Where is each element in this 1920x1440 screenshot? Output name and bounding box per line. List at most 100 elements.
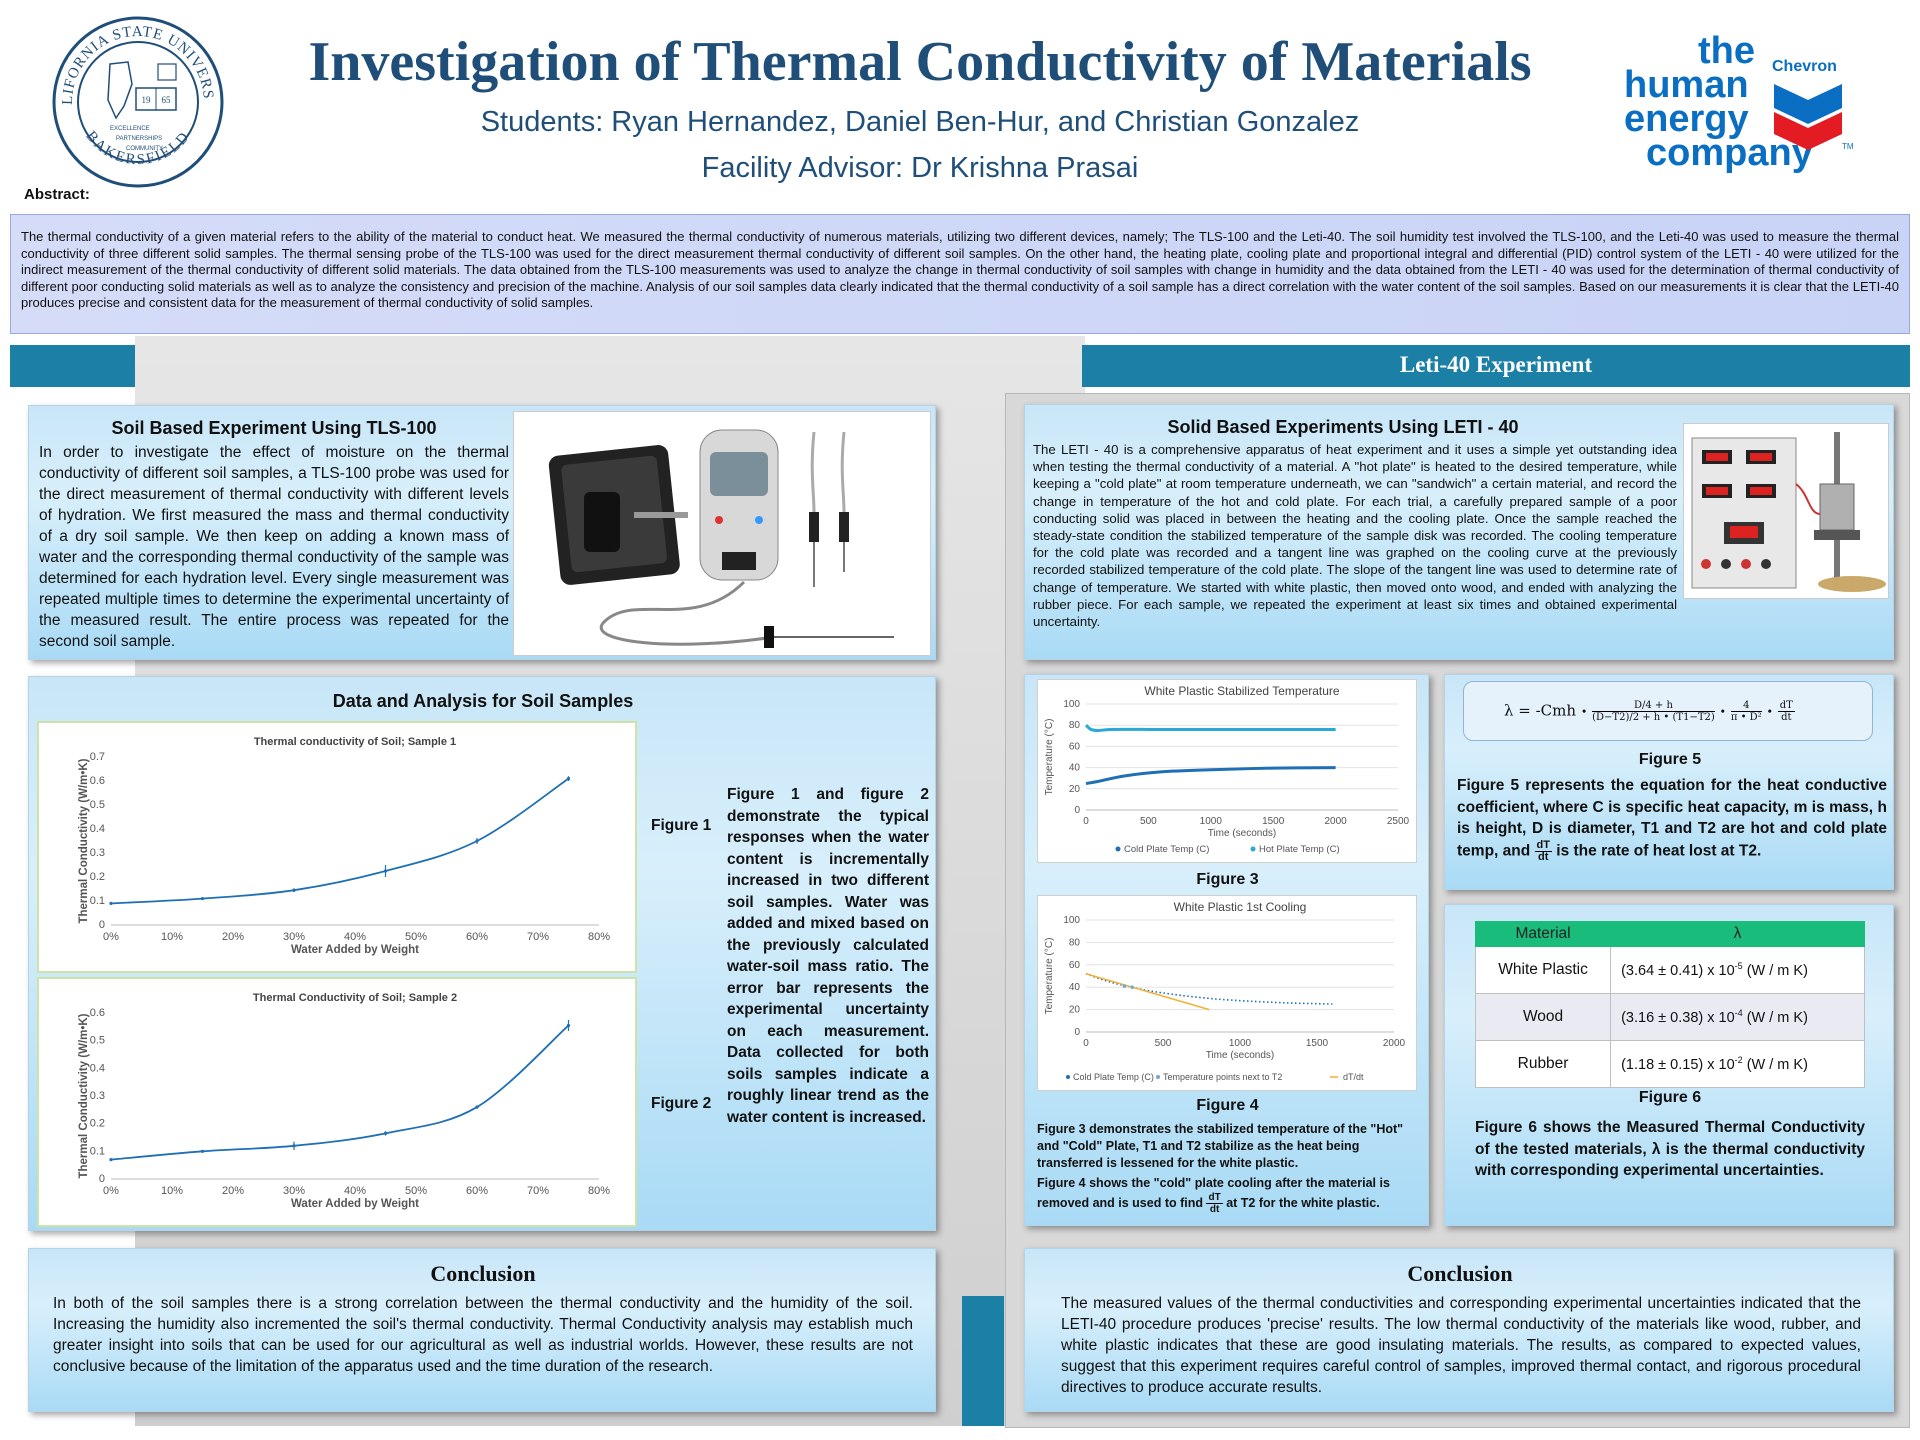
abstract-label: Abstract: — [24, 186, 90, 203]
x-tick-label: 40% — [344, 1185, 366, 1197]
figure5-text-a: Figure 5 represents the equation for the… — [1457, 777, 1887, 860]
table-cell-value: (1.18 ± 0.15) x 10-2 (W / m K) — [1610, 1040, 1865, 1088]
figure5-text: Figure 5 represents the equation for the… — [1457, 775, 1887, 863]
poster-title: Investigation of Thermal Conductivity of… — [308, 31, 1532, 93]
equation-frac-dt: dT dt — [1777, 700, 1795, 723]
chevron-tagline-2: human — [1624, 64, 1749, 106]
x-axis-label: Water Added by Weight — [291, 1198, 419, 1210]
chevron-emblem-icon — [1774, 84, 1842, 150]
tls100-device-image — [513, 411, 931, 656]
logo-top-text: CALIFORNIA STATE UNIVERSITY — [44, 2, 215, 105]
y-tick-label: 0 — [99, 919, 105, 931]
chevron-logo: the human energy company Chevron TM — [1620, 30, 1860, 184]
logo-motto-2: PARTNERSHIPS — [116, 136, 162, 142]
table-row: Rubber (1.18 ± 0.15) x 10-2 (W / m K) — [1474, 1040, 1865, 1088]
y-tick-label: 60 — [1069, 960, 1081, 971]
fig3-chart-svg: White Plastic Stabilized Temperature 0 20 4… — [1044, 684, 1410, 855]
x-tick-label: 50% — [405, 931, 427, 943]
legend-marker — [1066, 1075, 1070, 1079]
y-tick-label: 0.3 — [90, 847, 105, 859]
x-tick-label: 70% — [527, 1185, 549, 1197]
y-tick-label: 0.7 — [90, 751, 105, 763]
y-tick-label: 0.1 — [90, 895, 105, 907]
csub-logo: CALIFORNIA STATE UNIVERSITY BAKERSFIELD … — [44, 2, 226, 190]
logo-motto-1: EXCELLENCE — [110, 126, 150, 132]
chart-title: White Plastic Stabilized Temperature — [1144, 684, 1340, 698]
x-tick-label: 40% — [344, 931, 366, 943]
chevron-tm: TM — [1842, 142, 1854, 151]
x-axis-label: Water Added by Weight — [291, 944, 419, 956]
conclusion-left-title: Conclusion — [430, 1261, 536, 1286]
legend-label: Cold Plate Temp (C) — [1124, 844, 1209, 855]
equation-box: λ = -Cmh • D/4 + h (D−T2)/2 + h • (T1−T2… — [1463, 681, 1873, 741]
chart-title: Thermal Conductivity of Soil; Sample 2 — [253, 992, 457, 1004]
abstract-text: The thermal conductivity of a given mate… — [21, 229, 1899, 310]
figure5-text-b: is the rate of heat lost at T2. — [1556, 842, 1762, 860]
y-tick-label: 100 — [1063, 699, 1080, 710]
conductivity-table: Material λ White Plastic (3.64 ± 0.41) x… — [1474, 921, 1865, 1088]
soil-experiment-title: Soil Based Experiment Using TLS-100 — [111, 418, 437, 438]
equation-frac-geom: D/4 + h (D−T2)/2 + h • (T1−T2) — [1592, 700, 1715, 723]
data-point — [383, 1131, 388, 1135]
y-tick-label: 0.5 — [90, 799, 105, 811]
soil-experiment-text: In order to investigate the effect of mo… — [39, 444, 509, 650]
right-banner-title: Leti-40 Experiment — [1399, 352, 1593, 377]
data-point — [292, 888, 296, 892]
table-cell-material: Wood — [1474, 993, 1612, 1041]
x-tick-label: 0 — [1083, 1038, 1089, 1049]
x-tick-label: 0 — [1083, 816, 1089, 827]
y-tick-label: 0.4 — [90, 823, 105, 835]
x-axis-label: Time (seconds) — [1206, 1050, 1275, 1061]
y-tick-label: 80 — [1069, 937, 1081, 948]
x-tick-label: 80% — [588, 1185, 610, 1197]
x-tick-label: 2000 — [1383, 1038, 1406, 1049]
y-tick-label: 20 — [1069, 1005, 1081, 1016]
figure3-label: Figure 3 — [1196, 871, 1259, 888]
figure6-text: Figure 6 shows the Measured Thermal Cond… — [1475, 1119, 1865, 1179]
figure1-label: Figure 1 — [651, 817, 712, 834]
x-tick-label: 2500 — [1387, 816, 1410, 827]
x-tick-label: 500 — [1155, 1038, 1172, 1049]
data-point — [1130, 985, 1134, 989]
y-tick-label: 100 — [1063, 915, 1080, 926]
table-header-lambda: λ — [1610, 921, 1865, 947]
figure5-panel: λ = -Cmh • D/4 + h (D−T2)/2 + h • (T1−T2… — [1444, 674, 1894, 890]
table-cell-value: (3.64 ± 0.41) x 10-5 (W / m K) — [1610, 946, 1865, 994]
y-tick-label: 60 — [1069, 741, 1081, 752]
y-tick-label: 40 — [1069, 763, 1081, 774]
figure6-label: Figure 6 — [1638, 1089, 1702, 1106]
table-row: Wood (3.16 ± 0.38) x 10-4 (W / m K) — [1474, 993, 1865, 1041]
figure4-caption: Figure 4 shows the "cold" plate cooling … — [1037, 1175, 1423, 1215]
data-point — [109, 1158, 113, 1162]
table-row: White Plastic (3.64 ± 0.41) x 10-5 (W / … — [1474, 946, 1865, 994]
figure4-caption-b: at T2 for the white plastic. — [1226, 1195, 1380, 1210]
data-point — [200, 1149, 205, 1153]
chart-title: Thermal conductivity of Soil; Sample 1 — [254, 736, 456, 748]
fig4-chart-box: White Plastic 1st Cooling 0 20 40 60 80 100 0 50… — [1037, 895, 1417, 1091]
y-axis-label: Temperature (°C) — [1044, 719, 1055, 796]
data-point — [475, 1105, 479, 1109]
y-tick-label: 0 — [1074, 805, 1080, 816]
y-tick-label: 20 — [1069, 784, 1081, 795]
fig3-chart-box: White Plastic Stabilized Temperature 0 20 4… — [1037, 679, 1417, 863]
y-axis-label: Thermal Conductivity (W/m•K) — [78, 1013, 90, 1178]
soil-figures-description: Figure 1 and figure 2 demonstrate the ty… — [727, 786, 929, 1126]
y-tick-label: 0.5 — [90, 1035, 105, 1047]
figure5-dt-fraction: dT dt — [1534, 838, 1552, 863]
chevron-tagline-3: energy — [1624, 98, 1749, 140]
conclusion-right-title: Conclusion — [1407, 1261, 1513, 1286]
y-tick-label: 0.3 — [90, 1090, 105, 1102]
series-line — [110, 1024, 570, 1161]
data-point — [475, 839, 479, 843]
x-tick-label: 500 — [1140, 816, 1157, 827]
x-tick-label: 30% — [283, 931, 305, 943]
legend-marker — [1115, 846, 1121, 852]
series-line — [1085, 766, 1336, 785]
y-tick-label: 80 — [1069, 720, 1081, 731]
series-line — [110, 777, 570, 905]
soil-experiment-panel: Soil Based Experiment Using TLS-100 In o… — [28, 405, 936, 660]
data-point — [566, 1023, 571, 1028]
